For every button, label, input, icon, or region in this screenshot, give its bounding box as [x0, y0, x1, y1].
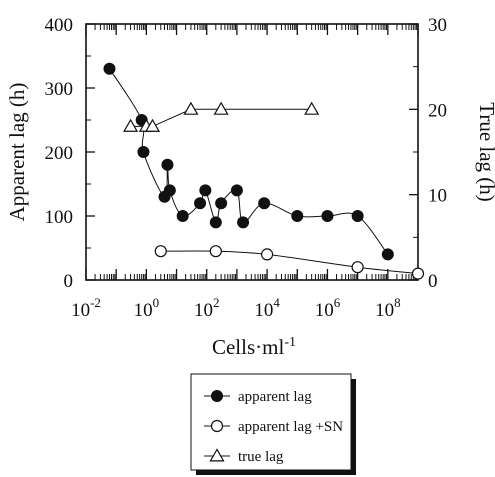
y-left-tick-label: 0	[64, 271, 74, 292]
apparent-lag-line	[109, 68, 389, 255]
y-right-axis-title: True lag (h)	[475, 102, 495, 202]
x-tick-label-exponent: -2	[90, 295, 101, 310]
x-tick-label: 10-2	[71, 295, 101, 321]
apparent-lag-point	[137, 146, 150, 158]
x-axis-title-superscript: -1	[284, 335, 296, 350]
y-right-tick-label: 0	[428, 271, 438, 292]
legend-item-true-lag: true lag	[204, 448, 284, 465]
x-axis-title: Cells·ml-1	[212, 335, 296, 359]
trend-curves	[109, 68, 419, 275]
apparent-lag-sn-point	[411, 267, 425, 280]
apparent-lag-point	[199, 184, 212, 197]
true-lag-point	[304, 101, 320, 115]
legend-label: apparent lag	[238, 389, 312, 405]
y-left-tick-label: 200	[45, 143, 74, 164]
legend-marker	[211, 390, 223, 402]
legend-marker	[209, 448, 225, 462]
legend-item-apparent-lag-sn: apparent lag +SN	[204, 419, 343, 435]
apparent-lag-sn-point	[351, 261, 364, 274]
legend-label: apparent lag +SN	[238, 419, 343, 435]
data-marks	[103, 62, 425, 280]
apparent-lag-point	[230, 184, 243, 197]
apparent-lag-point	[176, 210, 189, 222]
y-left-tick-label: 400	[45, 15, 74, 36]
apparent-lag-point	[351, 210, 364, 222]
x-tick-label: 106	[315, 295, 341, 321]
apparent-lag-point	[237, 216, 250, 229]
apparent-lag-point	[258, 197, 271, 210]
plot-area	[85, 23, 425, 281]
apparent-lag-point	[163, 184, 176, 197]
apparent-lag-point	[161, 158, 174, 171]
x-axis-title-main: Cells·ml	[212, 335, 284, 359]
apparent-lag-point	[381, 248, 394, 261]
y-right-tick-label: 10	[428, 186, 447, 207]
x-tick-label-exponent: 0	[153, 295, 160, 310]
x-tick-label-exponent: 2	[213, 295, 220, 310]
legend-label: true lag	[238, 449, 284, 465]
y-right-tick-label: 30	[428, 15, 447, 36]
x-tick-label-exponent: 6	[334, 295, 341, 310]
x-tick-label-base: 10	[71, 300, 90, 321]
x-tick-label: 108	[375, 295, 401, 321]
y-left-tick-label: 300	[45, 79, 74, 100]
legend-item-apparent-lag: apparent lag	[204, 389, 312, 405]
x-tick-label-base: 10	[254, 300, 273, 321]
major-ticks	[85, 23, 419, 281]
plot-frame	[85, 23, 419, 281]
true-lag-point	[183, 101, 199, 115]
x-tick-label-exponent: 4	[273, 295, 280, 310]
apparent-lag-sn-point	[260, 248, 274, 261]
y-right-tick-label: 20	[428, 100, 447, 121]
y-left-axis-title: Apparent lag (h)	[5, 83, 29, 222]
x-tick-label-base: 10	[315, 300, 334, 321]
legend: apparent lag apparent lag +SN true lag	[190, 373, 356, 475]
apparent-lag-point	[103, 62, 116, 75]
legend-marker	[210, 419, 224, 433]
apparent-lag-sn-line	[160, 250, 419, 275]
apparent-lag-sn-point	[154, 245, 167, 258]
apparent-lag-point	[194, 197, 207, 210]
apparent-lag-point	[215, 197, 228, 210]
x-tick-label: 102	[194, 295, 220, 321]
x-tick-label: 104	[254, 295, 280, 321]
apparent-lag-point	[209, 216, 222, 229]
x-tick-label-base: 10	[375, 300, 394, 321]
true-lag-point	[123, 118, 139, 132]
y-left-tick-label: 100	[45, 207, 74, 228]
apparent-lag-sn-point	[209, 245, 222, 258]
true-lag-point	[144, 118, 161, 132]
x-tick-label: 100	[134, 295, 160, 321]
x-tick-label-base: 10	[194, 300, 213, 321]
apparent-lag-point	[291, 210, 304, 222]
x-tick-label-base: 10	[134, 300, 153, 321]
x-tick-label-exponent: 8	[394, 295, 401, 310]
true-lag-point	[213, 101, 229, 115]
minor-ticks	[86, 24, 418, 280]
legend-items: apparent lag apparent lag +SN true lag	[204, 389, 343, 465]
apparent-lag-point	[321, 210, 334, 222]
